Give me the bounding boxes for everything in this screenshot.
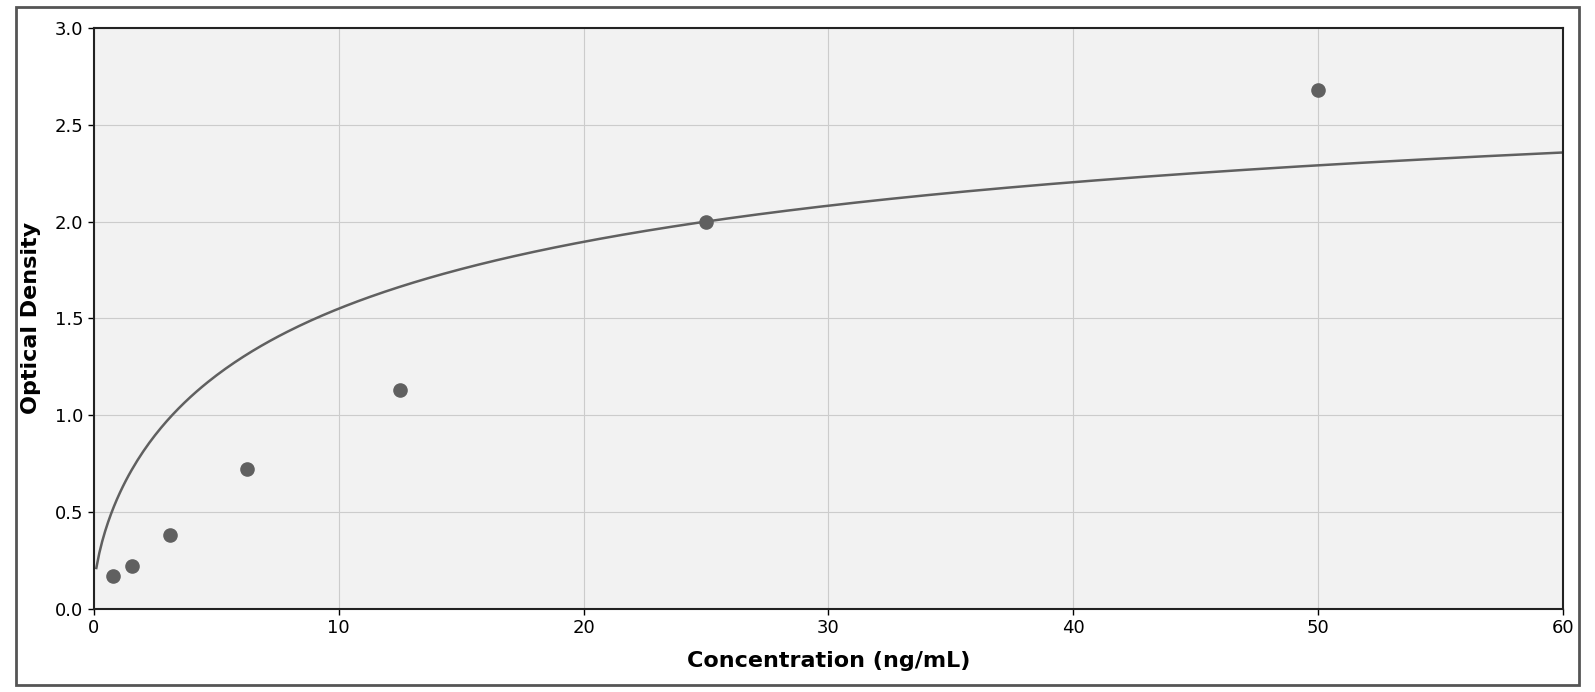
Point — [388, 385, 413, 396]
Y-axis label: Optical Density: Optical Density — [21, 222, 41, 415]
Point — [1305, 84, 1330, 95]
X-axis label: Concentration (ng/mL): Concentration (ng/mL) — [687, 651, 970, 671]
Point — [158, 530, 183, 541]
Point — [120, 561, 145, 572]
Point — [100, 570, 126, 581]
Point — [694, 216, 719, 227]
Point — [234, 464, 260, 475]
